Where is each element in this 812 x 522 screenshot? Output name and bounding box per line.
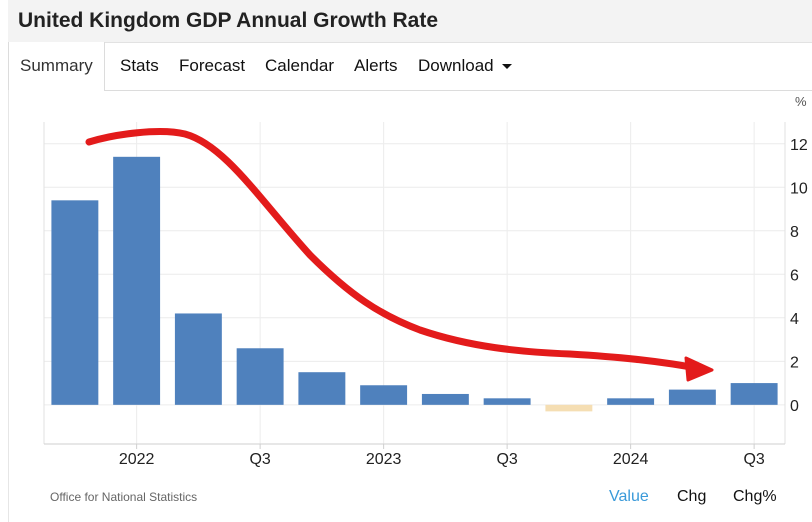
bar-2023-q2: [422, 394, 469, 405]
page-title: United Kingdom GDP Annual Growth Rate: [18, 9, 438, 33]
tab-stats[interactable]: Stats: [120, 42, 159, 90]
y-tick-label: 12: [790, 137, 808, 154]
bar-2023-q1: [360, 385, 407, 405]
tab-bar: Summary Stats Forecast Calendar Alerts D…: [8, 42, 812, 91]
bar-2022-q4: [298, 372, 345, 405]
tab-forecast[interactable]: Forecast: [179, 42, 245, 90]
tab-calendar[interactable]: Calendar: [265, 42, 334, 90]
caret-down-icon: [502, 64, 512, 69]
chg-toggle[interactable]: Chg: [677, 488, 706, 506]
y-tick-label: 4: [790, 311, 799, 328]
bar-2024-q2: [669, 390, 716, 405]
x-tick-label: Q3: [249, 451, 270, 468]
unit-label: %: [795, 94, 807, 109]
y-tick-label: 0: [790, 398, 799, 415]
source-label: Office for National Statistics: [50, 490, 197, 504]
bar-2022-q2: [175, 313, 222, 404]
y-tick-label: 8: [790, 224, 799, 241]
tab-download-label: Download: [418, 56, 494, 75]
y-tick-label: 2: [790, 354, 799, 371]
bars-layer: [51, 157, 777, 412]
x-tick-label: Q3: [743, 451, 764, 468]
x-tick-label: 2024: [613, 451, 649, 468]
y-tick-label: 6: [790, 267, 799, 284]
bar-2022-q3: [237, 348, 284, 405]
value-toggle[interactable]: Value: [609, 488, 649, 506]
y-tick-label: 10: [790, 180, 808, 197]
bar-2024-q3: [731, 383, 778, 405]
chgpct-toggle[interactable]: Chg%: [733, 488, 777, 506]
gdp-growth-chart: 0 2 4 6 8 10 12% 2022 Q3 2023 Q3 2024 Q3: [0, 90, 812, 485]
x-tick-label: 2022: [119, 451, 155, 468]
tab-alerts[interactable]: Alerts: [354, 42, 397, 90]
axis-layer: 0 2 4 6 8 10 12% 2022 Q3 2023 Q3 2024 Q3: [119, 94, 808, 468]
bar-2024-q1: [607, 398, 654, 405]
bar-2021-q4: [51, 200, 98, 405]
bar-2022-q1: [113, 157, 160, 405]
tab-download[interactable]: Download: [418, 42, 512, 90]
x-tick-label: Q3: [496, 451, 517, 468]
title-bar: United Kingdom GDP Annual Growth Rate: [8, 0, 812, 43]
bar-2023-q4: [545, 405, 592, 412]
x-tick-label: 2023: [366, 451, 402, 468]
tab-summary[interactable]: Summary: [8, 42, 105, 91]
bar-2023-q3: [484, 398, 531, 405]
